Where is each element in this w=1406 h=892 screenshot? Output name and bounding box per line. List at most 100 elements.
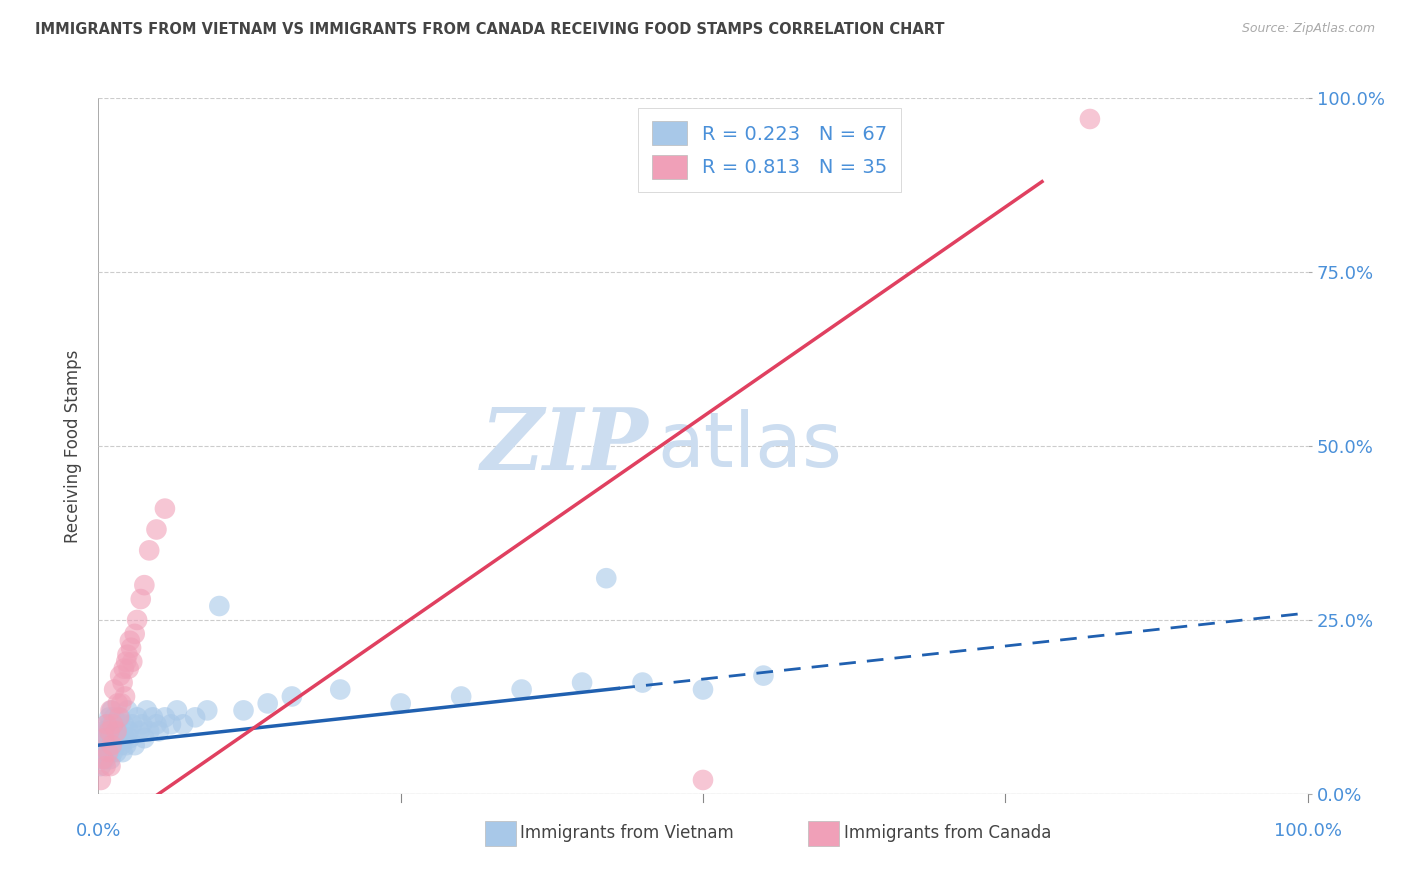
Point bbox=[124, 627, 146, 641]
Text: Immigrants from Vietnam: Immigrants from Vietnam bbox=[520, 824, 734, 842]
Point bbox=[100, 731, 122, 746]
Point bbox=[100, 752, 122, 766]
Point bbox=[96, 745, 118, 759]
Point bbox=[97, 745, 120, 759]
Point bbox=[101, 745, 124, 759]
Point bbox=[108, 731, 131, 746]
Point bbox=[329, 682, 352, 697]
Point bbox=[1078, 112, 1101, 126]
Point bbox=[510, 682, 533, 697]
Point bbox=[160, 717, 183, 731]
Point bbox=[153, 501, 176, 516]
Point bbox=[98, 710, 121, 724]
Point bbox=[94, 752, 117, 766]
Point bbox=[148, 724, 170, 739]
Point bbox=[91, 745, 114, 759]
Point bbox=[118, 633, 141, 648]
Point bbox=[135, 703, 157, 717]
Text: Immigrants from Canada: Immigrants from Canada bbox=[844, 824, 1050, 842]
Point bbox=[145, 523, 167, 537]
Point bbox=[131, 717, 153, 731]
Point bbox=[118, 724, 141, 739]
Point bbox=[145, 717, 167, 731]
Point bbox=[184, 710, 207, 724]
Point bbox=[256, 697, 278, 711]
Point bbox=[112, 662, 135, 676]
Text: atlas: atlas bbox=[657, 409, 842, 483]
Point bbox=[571, 675, 593, 690]
Point bbox=[117, 703, 139, 717]
Point bbox=[127, 710, 149, 724]
Point bbox=[103, 682, 125, 697]
Y-axis label: Receiving Food Stamps: Receiving Food Stamps bbox=[65, 350, 83, 542]
Point bbox=[208, 599, 231, 613]
Point bbox=[94, 731, 117, 746]
Point bbox=[108, 710, 131, 724]
Point bbox=[138, 724, 160, 739]
Point bbox=[195, 703, 218, 717]
Point bbox=[692, 682, 714, 697]
Text: 0.0%: 0.0% bbox=[76, 822, 121, 839]
Point bbox=[134, 731, 156, 746]
Point bbox=[93, 724, 115, 739]
Point bbox=[91, 752, 114, 766]
Point bbox=[128, 724, 150, 739]
Point bbox=[752, 668, 775, 682]
Text: IMMIGRANTS FROM VIETNAM VS IMMIGRANTS FROM CANADA RECEIVING FOOD STAMPS CORRELAT: IMMIGRANTS FROM VIETNAM VS IMMIGRANTS FR… bbox=[35, 22, 945, 37]
Point bbox=[110, 697, 132, 711]
Point bbox=[105, 717, 128, 731]
Legend: R = 0.223   N = 67, R = 0.813   N = 35: R = 0.223 N = 67, R = 0.813 N = 35 bbox=[638, 108, 901, 193]
Point bbox=[115, 738, 138, 752]
Point bbox=[105, 745, 128, 759]
Point bbox=[100, 759, 122, 773]
Text: Source: ZipAtlas.com: Source: ZipAtlas.com bbox=[1241, 22, 1375, 36]
Point bbox=[104, 738, 127, 752]
Point bbox=[90, 759, 112, 773]
Point bbox=[121, 655, 143, 669]
Point bbox=[93, 731, 115, 746]
Point bbox=[100, 703, 122, 717]
Point bbox=[97, 724, 120, 739]
Point bbox=[94, 759, 117, 773]
Point bbox=[108, 710, 131, 724]
Point bbox=[101, 717, 124, 731]
Point bbox=[90, 772, 112, 787]
Point bbox=[232, 703, 254, 717]
Point bbox=[595, 571, 617, 585]
Point bbox=[96, 717, 118, 731]
Point bbox=[118, 662, 141, 676]
Point bbox=[118, 731, 141, 746]
Point bbox=[121, 717, 143, 731]
Point bbox=[114, 731, 136, 746]
Point bbox=[389, 697, 412, 711]
Point bbox=[111, 675, 134, 690]
Point bbox=[108, 668, 131, 682]
Point bbox=[127, 613, 149, 627]
Point bbox=[100, 703, 122, 717]
Point bbox=[166, 703, 188, 717]
Point bbox=[120, 640, 142, 655]
Point bbox=[114, 690, 136, 704]
Point bbox=[138, 543, 160, 558]
Point bbox=[631, 675, 654, 690]
Point bbox=[103, 731, 125, 746]
Point bbox=[100, 738, 122, 752]
Point bbox=[115, 655, 138, 669]
Point bbox=[142, 710, 165, 724]
Point bbox=[100, 717, 122, 731]
Point bbox=[117, 648, 139, 662]
Point bbox=[107, 724, 129, 739]
Point bbox=[107, 697, 129, 711]
Point bbox=[93, 738, 115, 752]
Point bbox=[105, 724, 128, 739]
Text: ZIP: ZIP bbox=[481, 404, 648, 488]
Point bbox=[97, 738, 120, 752]
Point bbox=[129, 592, 152, 607]
Point bbox=[100, 738, 122, 752]
Point bbox=[101, 724, 124, 739]
Point bbox=[112, 717, 135, 731]
Point bbox=[110, 738, 132, 752]
Point bbox=[91, 752, 114, 766]
Point bbox=[98, 724, 121, 739]
Point bbox=[103, 710, 125, 724]
